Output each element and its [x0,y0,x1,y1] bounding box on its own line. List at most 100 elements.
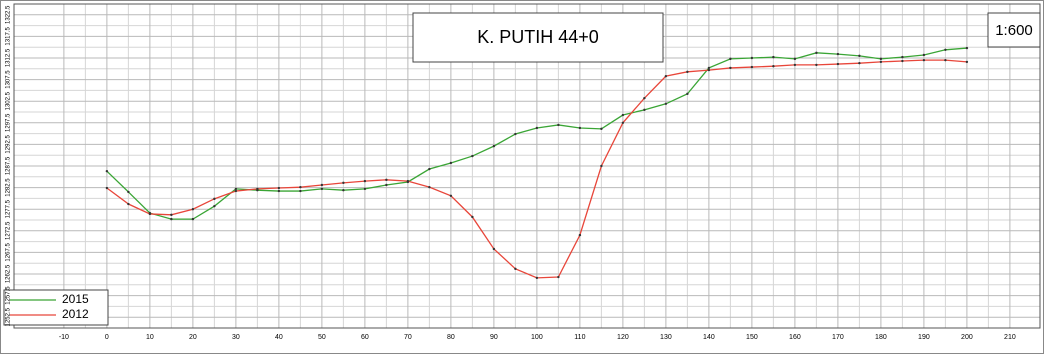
legend-label: 2015 [62,292,89,306]
point [901,55,904,59]
point [578,126,582,130]
point [944,58,947,62]
point [858,54,861,58]
x-tick-label: 60 [361,334,369,341]
y-tick-label: 1267.5 [6,243,12,262]
point [363,187,367,191]
y-tick-label: 1282.5 [6,178,12,197]
point [815,63,818,67]
point [170,217,173,221]
y-tick-label: 1292.5 [6,135,12,154]
point [879,60,883,64]
point [729,66,732,70]
scale-box [987,12,1041,48]
point [965,46,969,50]
point [256,187,259,191]
point [836,52,840,56]
title-box [412,12,664,63]
point [105,186,109,190]
point [772,55,775,59]
x-tick-label: 200 [961,334,973,341]
legend-label: 2012 [62,307,89,321]
point [664,102,668,105]
y-tick-label: 1277.5 [6,199,12,218]
y-tick-label: 1262.5 [6,264,12,283]
point [600,127,603,131]
point [363,179,367,183]
point [535,126,539,130]
x-tick-label: 40 [275,334,283,341]
x-tick-label: 140 [703,334,715,341]
point [621,113,625,117]
point [535,276,539,280]
point [557,123,560,127]
y-tick-label: 1312.5 [6,48,12,67]
scale-label: 1:600 [995,22,1033,39]
point [428,167,431,171]
x-tick-label: 130 [660,334,672,341]
point [793,57,797,61]
legend-box [3,289,109,326]
point [213,197,216,201]
point [750,65,754,69]
point [750,56,754,60]
x-tick-label: 10 [146,334,154,341]
point [686,70,689,74]
y-tick-label: 1297.5 [6,113,12,132]
x-tick-label: 210 [1004,334,1016,341]
point [901,59,904,63]
point [127,190,130,194]
point [664,74,668,78]
point [127,202,130,206]
x-tick-label: -10 [59,334,69,341]
point [707,66,711,70]
point [406,179,410,183]
x-tick-label: 70 [404,334,412,341]
point [621,121,625,125]
point [213,204,216,208]
x-tick-label: 0 [105,334,109,341]
x-tick-label: 190 [918,334,930,341]
point [342,188,345,192]
y-tick-label: 1257.5 [6,286,12,305]
x-tick-label: 110 [574,334,585,341]
point [385,183,388,187]
y-tick-label: 1252.5 [6,307,12,326]
point [815,51,818,55]
plot-border [13,3,1041,329]
point [191,208,195,211]
y-tick-label: 1302.5 [6,91,12,110]
point [277,189,281,193]
y-tick-label: 1317.5 [6,27,12,46]
y-tick-label: 1272.5 [6,221,12,240]
point [858,61,861,65]
y-tick-label: 1322.5 [6,5,12,24]
point [471,154,474,158]
x-tick-label: 160 [789,334,801,341]
point [342,181,345,185]
point [299,189,302,193]
x-tick-label: 50 [318,334,326,341]
point [922,53,926,57]
point [191,217,195,221]
x-tick-label: 80 [447,334,455,341]
point [514,132,517,136]
point [879,57,883,61]
point [320,187,324,191]
point [922,58,926,62]
x-tick-label: 170 [832,334,844,341]
point [578,233,582,237]
point [686,92,689,96]
point [299,185,302,189]
x-tick-label: 100 [531,334,543,341]
chart-title: K. PUTIH 44+0 [477,27,599,47]
point [965,60,969,64]
point [170,213,173,217]
x-tick-label: 150 [746,334,758,341]
plot [105,46,969,280]
point [643,108,646,112]
point [600,164,603,168]
point [707,68,711,72]
